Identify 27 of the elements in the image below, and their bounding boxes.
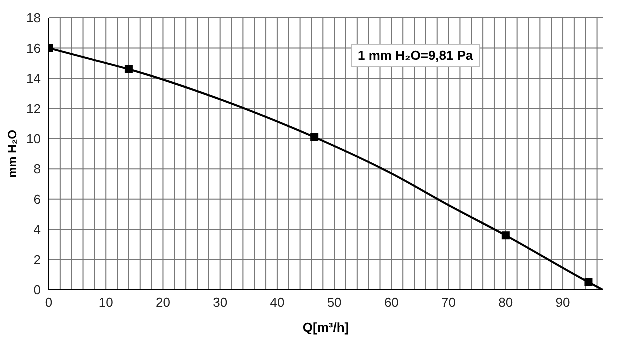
x-tick-label: 60 xyxy=(384,295,399,310)
point xyxy=(124,65,133,74)
y-tick-label: 14 xyxy=(26,71,41,86)
x-tick-label: 50 xyxy=(327,295,342,310)
x-tick-label: 30 xyxy=(213,295,228,310)
y-tick-label: 10 xyxy=(26,132,41,147)
x-tick-label: 80 xyxy=(498,295,514,310)
x-tick-label: 20 xyxy=(156,295,170,310)
note-box: 1 mm H₂O=9,81 Pa xyxy=(351,44,480,67)
x-tick-label: 0 xyxy=(45,295,53,310)
y-tick-label: 18 xyxy=(26,10,41,26)
y-tick-label: 2 xyxy=(34,252,41,268)
x-axis-title: Q[m³/h] xyxy=(302,320,350,335)
y-tick-label: 6 xyxy=(34,192,41,207)
x-tick-label: 70 xyxy=(442,295,456,310)
point xyxy=(310,133,319,142)
y-tick-label: 4 xyxy=(34,222,41,238)
y-tick-label: 8 xyxy=(34,162,41,177)
x-tick-label: 10 xyxy=(98,295,114,310)
point xyxy=(502,232,510,240)
y-tick-label: 12 xyxy=(26,101,41,116)
x-tick-label: 40 xyxy=(270,295,285,310)
y-axis-title: mm H₂O xyxy=(5,130,20,178)
x-tick-label: 90 xyxy=(556,295,570,310)
y-tick-label: 0 xyxy=(34,282,41,298)
y-tick-label: 16 xyxy=(26,40,41,56)
point xyxy=(584,278,593,286)
